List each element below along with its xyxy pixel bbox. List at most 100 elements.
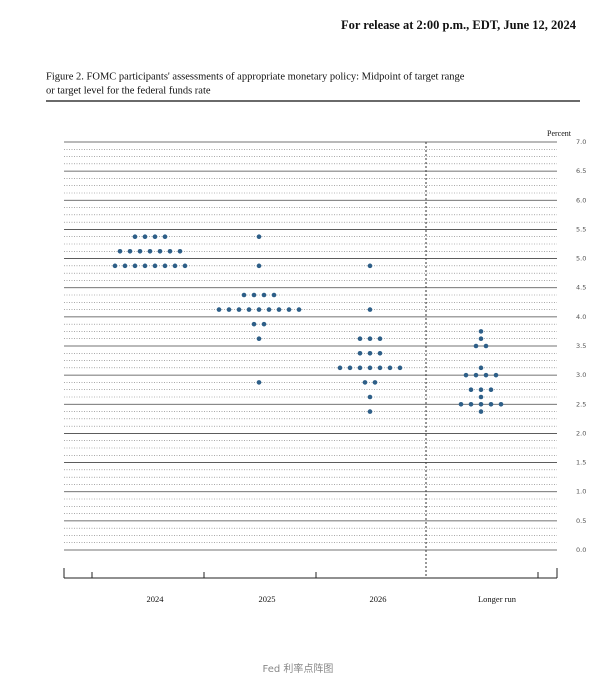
dot <box>256 380 262 385</box>
y-tick-label: 4.0 <box>576 313 586 321</box>
dot <box>276 307 282 312</box>
dot <box>182 263 188 269</box>
dot <box>478 329 484 334</box>
dot <box>251 321 257 327</box>
y-tick-label: 6.0 <box>576 196 586 204</box>
dot <box>458 401 464 407</box>
dot <box>377 350 383 356</box>
dot <box>122 263 128 269</box>
dot <box>468 387 474 393</box>
dot <box>463 372 469 378</box>
dot <box>157 248 163 254</box>
dot <box>493 372 499 378</box>
dot <box>226 307 232 312</box>
y-tick-label: 1.0 <box>576 488 586 496</box>
dot <box>112 263 118 269</box>
dot <box>367 409 373 414</box>
dot <box>147 248 153 254</box>
y-tick-label: 3.5 <box>576 342 586 350</box>
dot <box>478 401 484 407</box>
dot <box>162 263 168 269</box>
dot <box>261 292 267 298</box>
dot <box>137 248 143 254</box>
dot <box>473 343 479 349</box>
x-tick-label: 2025 <box>259 594 276 604</box>
dot <box>357 365 363 371</box>
dot <box>261 321 267 327</box>
dot <box>256 307 262 312</box>
dot <box>478 336 484 342</box>
release-header: For release at 2:00 p.m., EDT, June 12, … <box>341 18 577 32</box>
dot <box>142 263 148 269</box>
dot <box>367 350 373 356</box>
dot <box>362 380 368 385</box>
dot <box>488 387 494 393</box>
dot <box>478 365 484 371</box>
dot <box>256 336 262 342</box>
dot <box>117 248 123 254</box>
dot <box>483 372 489 378</box>
dot <box>367 394 373 400</box>
y-tick-label: 5.0 <box>576 255 586 263</box>
y-tick-label: 7.0 <box>576 138 586 146</box>
dot <box>266 307 272 312</box>
dot <box>478 394 484 400</box>
x-axis-ticks <box>63 568 558 578</box>
dot <box>387 365 393 371</box>
dot <box>377 365 383 371</box>
dot <box>246 307 252 312</box>
dot <box>251 292 257 298</box>
dot <box>357 336 363 342</box>
y-tick-label: 3.0 <box>576 371 586 379</box>
y-tick-label: 0.5 <box>576 517 586 525</box>
dot <box>256 263 262 269</box>
dot <box>357 350 363 356</box>
dot <box>367 307 373 312</box>
dot <box>172 263 178 269</box>
dot <box>367 336 373 342</box>
dot <box>152 234 158 240</box>
dot <box>377 336 383 342</box>
dot <box>216 307 222 312</box>
x-tick-label: 2026 <box>370 594 387 604</box>
caption: Fed 利率点阵图 <box>263 662 334 675</box>
y-tick-label: 2.0 <box>576 429 586 437</box>
dot <box>271 292 277 298</box>
dot <box>296 307 302 312</box>
dot <box>256 234 262 240</box>
x-tick-label: Longer run <box>478 594 517 604</box>
dot <box>337 365 343 371</box>
dot <box>483 343 489 349</box>
dot <box>468 401 474 407</box>
dot <box>142 234 148 240</box>
dot <box>236 307 242 312</box>
dot <box>397 365 403 371</box>
x-tick-label: 2024 <box>147 594 165 604</box>
dot <box>167 248 173 254</box>
y-tick-label: 1.5 <box>576 459 586 467</box>
dot <box>498 401 504 407</box>
dot <box>132 234 138 240</box>
dot <box>478 387 484 393</box>
y-tick-label: 5.5 <box>576 225 586 233</box>
dot <box>177 248 183 254</box>
dot <box>162 234 168 240</box>
dot <box>286 307 292 312</box>
chart-title: Figure 2. FOMC participants' assessments… <box>46 71 465 82</box>
dot <box>152 263 158 269</box>
y-tick-label: 6.5 <box>576 167 586 175</box>
dot <box>488 401 494 407</box>
y-tick-label: 2.5 <box>576 400 586 408</box>
dot <box>127 248 133 254</box>
dot <box>132 263 138 269</box>
dot <box>241 292 247 298</box>
y-axis-label: Percent <box>547 129 572 138</box>
dot <box>367 263 373 269</box>
y-tick-label: 0.0 <box>576 546 586 554</box>
dot <box>367 365 373 371</box>
dot <box>473 372 479 378</box>
dot <box>347 365 353 371</box>
y-tick-label: 4.5 <box>576 284 586 292</box>
chart-title: or target level for the federal funds ra… <box>46 85 211 96</box>
